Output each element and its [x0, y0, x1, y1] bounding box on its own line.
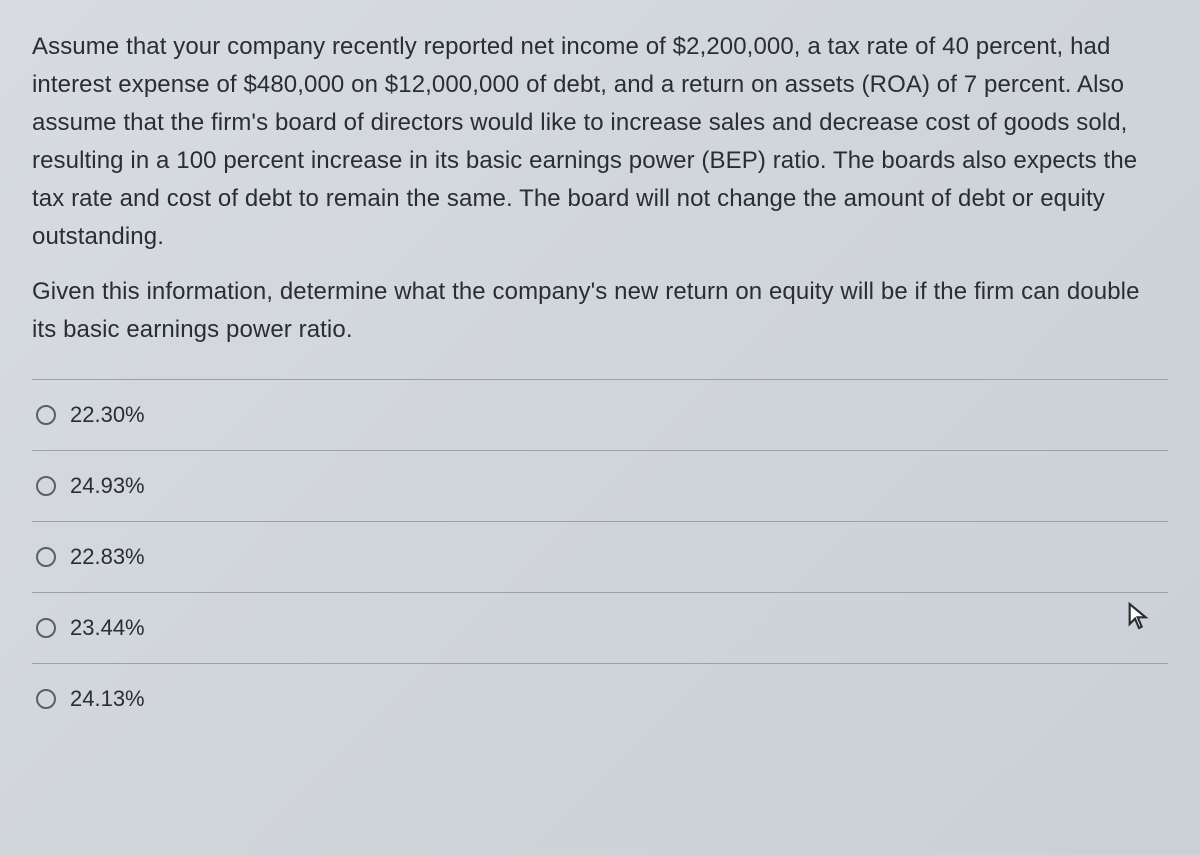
radio-icon[interactable] [36, 405, 56, 425]
option-row[interactable]: 22.83% [32, 522, 1168, 593]
question-paragraph-1: Assume that your company recently report… [32, 28, 1168, 255]
option-label: 22.30% [70, 402, 145, 428]
radio-icon[interactable] [36, 476, 56, 496]
option-row[interactable]: 23.44% [32, 593, 1168, 664]
option-row[interactable]: 24.13% [32, 664, 1168, 734]
radio-icon[interactable] [36, 689, 56, 709]
option-label: 24.13% [70, 686, 145, 712]
cursor-icon [1123, 600, 1155, 637]
question-paragraph-2: Given this information, determine what t… [32, 273, 1168, 349]
option-row[interactable]: 24.93% [32, 451, 1168, 522]
question-body: Assume that your company recently report… [32, 28, 1168, 349]
options-container: 22.30% 24.93% 22.83% 23.44% 24.13% [32, 379, 1168, 734]
option-row[interactable]: 22.30% [32, 380, 1168, 451]
radio-icon[interactable] [36, 618, 56, 638]
option-label: 24.93% [70, 473, 145, 499]
option-label: 22.83% [70, 544, 145, 570]
option-label: 23.44% [70, 615, 145, 641]
radio-icon[interactable] [36, 547, 56, 567]
